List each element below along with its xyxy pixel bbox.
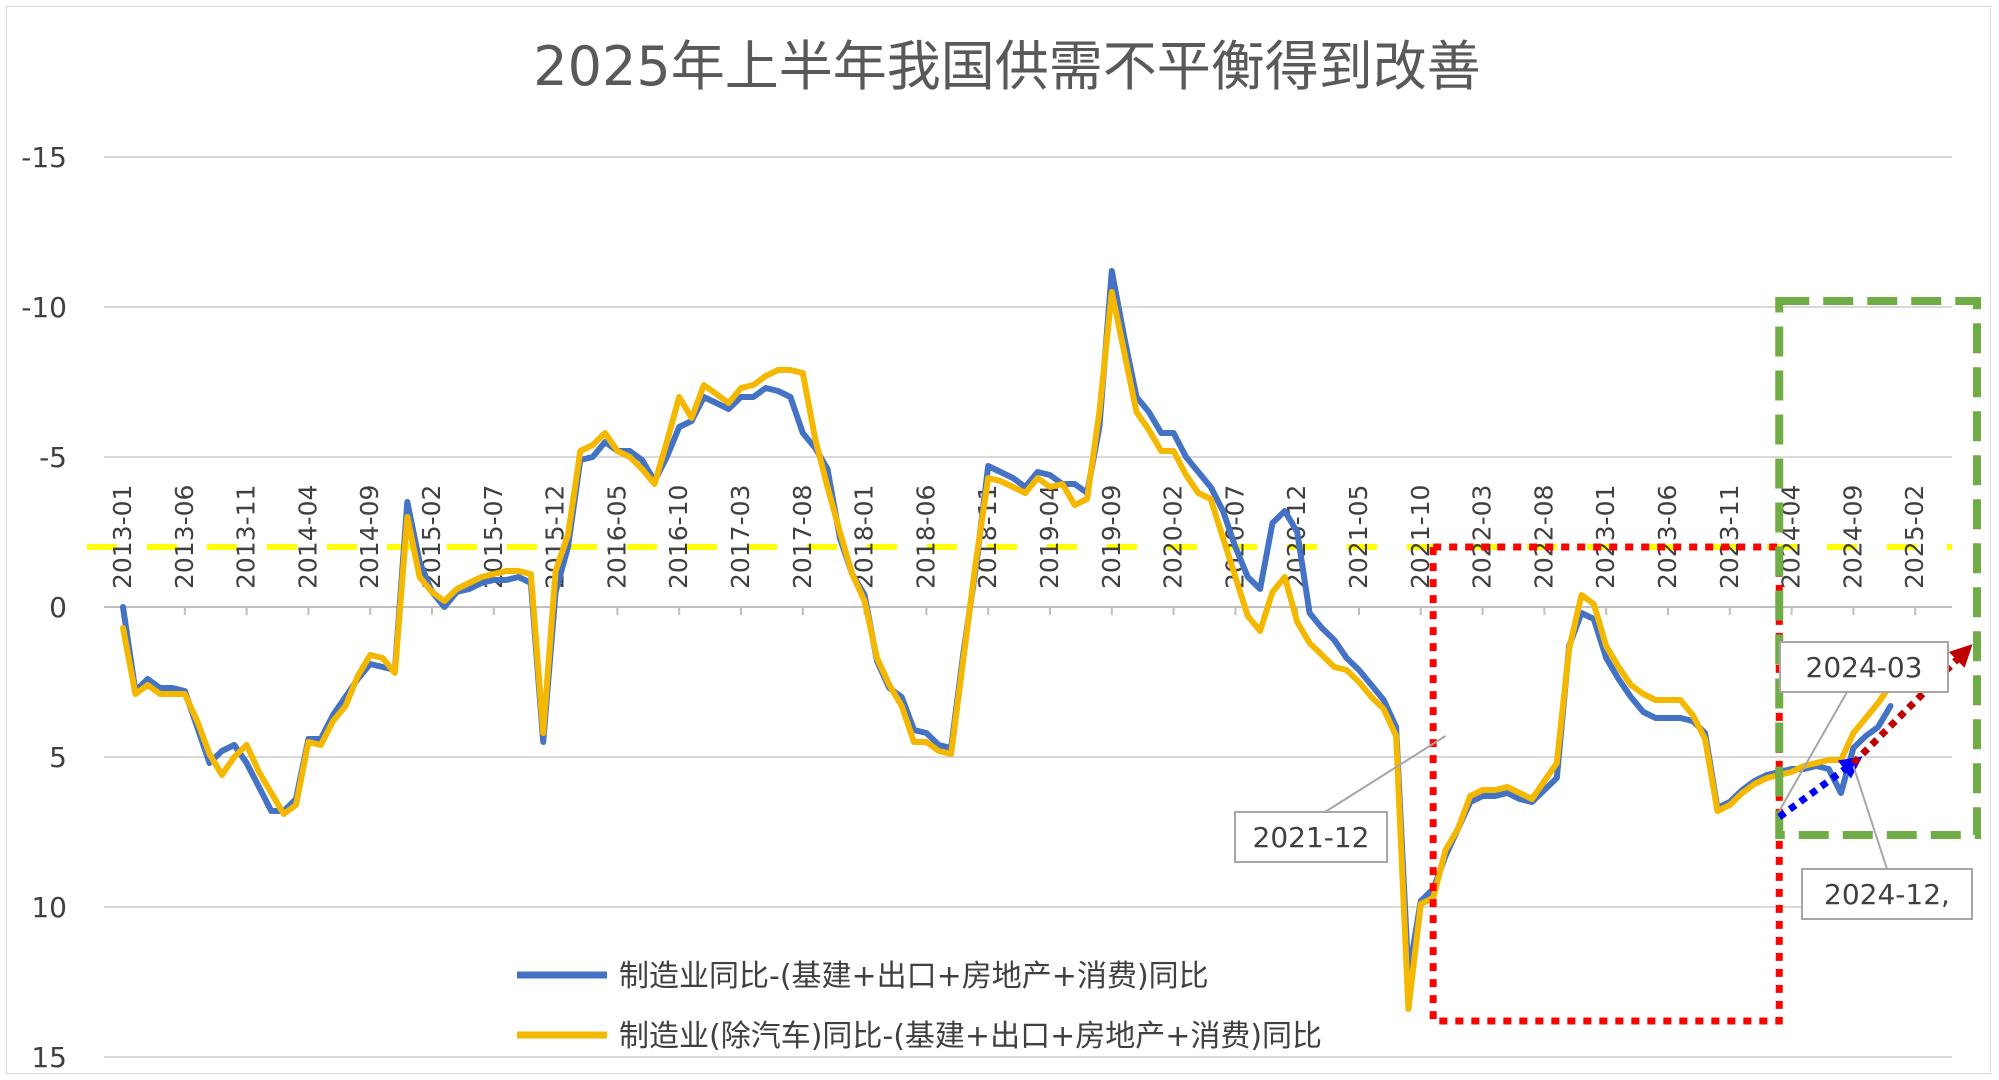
legend-label: 制造业(除汽车)同比-(基建+出口+房地产+消费)同比 — [619, 1019, 1322, 1054]
x-tick-layer: 2013-01 2013-06 2013-11 2014-04 2014-09 2015-… — [108, 485, 1929, 615]
legend: 制造业同比-(基建+出口+房地产+消费)同比制造业(除汽车)同比-(基建+出口+… — [517, 959, 1322, 1054]
y-tick-label: 5 — [49, 741, 67, 774]
highlight-box-layer — [1429, 297, 1981, 1025]
x-tick-label: 2021-10 — [1406, 485, 1435, 589]
chart-frame: 2025年上半年我国供需不平衡得到改善 -15 -10 -5 0 5 10 15 2013-… — [6, 6, 1991, 1074]
series-line-1 — [120, 268, 1894, 979]
callout-box — [1779, 641, 1949, 693]
x-tick-label: 2025-02 — [1900, 485, 1929, 589]
x-tick-label: 2017-08 — [788, 485, 817, 589]
x-tick-label: 2018-06 — [911, 485, 940, 589]
x-tick-label: 2017-03 — [726, 485, 755, 589]
callout-leader — [1778, 691, 1848, 812]
x-tick-label: 2021-05 — [1344, 485, 1373, 589]
x-tick-label: 2024-09 — [1838, 485, 1867, 589]
x-tick-label: 2020-02 — [1159, 485, 1188, 589]
series-line-2 — [120, 289, 1894, 1012]
x-tick-label: 2023-06 — [1653, 485, 1682, 589]
x-tick-label: 2016-10 — [664, 485, 693, 589]
x-tick-label: 2014-09 — [355, 485, 384, 589]
x-tick-label: 2016-05 — [602, 485, 631, 589]
legend-label: 制造业同比-(基建+出口+房地产+消费)同比 — [619, 959, 1209, 994]
callout-layer: 2021-12 2024-03 2024-12, — [1234, 641, 1973, 920]
callout-label: 2021-12 — [1253, 821, 1370, 854]
x-tick-label: 2013-06 — [170, 485, 199, 589]
blue-trend-arrow — [1777, 756, 1863, 820]
callout-box — [1801, 868, 1973, 920]
chart-svg: 2025年上半年我国供需不平衡得到改善 -15 -10 -5 0 5 10 15 2013-… — [21, 35, 1981, 1074]
y-tick-label: -10 — [21, 291, 67, 324]
y-tick-label: -15 — [21, 141, 67, 174]
chart-title: 2025年上半年我国供需不平衡得到改善 — [533, 35, 1480, 98]
x-tick-label: 2022-08 — [1529, 485, 1558, 589]
red-dotted-highlight-box — [1429, 543, 1783, 1025]
x-tick-label: 2013-11 — [232, 485, 261, 589]
callout-leader — [1852, 765, 1888, 870]
y-tick-label: 15 — [31, 1041, 67, 1074]
y-tick-label: 10 — [31, 891, 67, 924]
callout-leader — [1324, 735, 1447, 813]
callout-label: 2024-12, — [1824, 878, 1950, 911]
x-tick-label: 2022-03 — [1468, 485, 1497, 589]
y-tick-label: -5 — [39, 441, 67, 474]
x-tick-label: 2023-01 — [1591, 485, 1620, 589]
y-tick-label: 0 — [49, 591, 67, 624]
x-tick-label: 2014-04 — [293, 485, 322, 589]
callout-box — [1234, 811, 1388, 863]
x-tick-label: 2013-01 — [108, 485, 137, 589]
green-dashed-highlight-box — [1775, 297, 1981, 839]
x-tick-label: 2019-09 — [1097, 485, 1126, 589]
y-tick-layer: -15 -10 -5 0 5 10 15 — [21, 141, 67, 1074]
series-layer — [120, 268, 1894, 1012]
grid-layer — [104, 156, 1952, 1058]
x-tick-label: 2023-11 — [1715, 485, 1744, 589]
x-tick-label: 2019-04 — [1035, 485, 1064, 589]
callout-label: 2024-03 — [1806, 651, 1923, 684]
